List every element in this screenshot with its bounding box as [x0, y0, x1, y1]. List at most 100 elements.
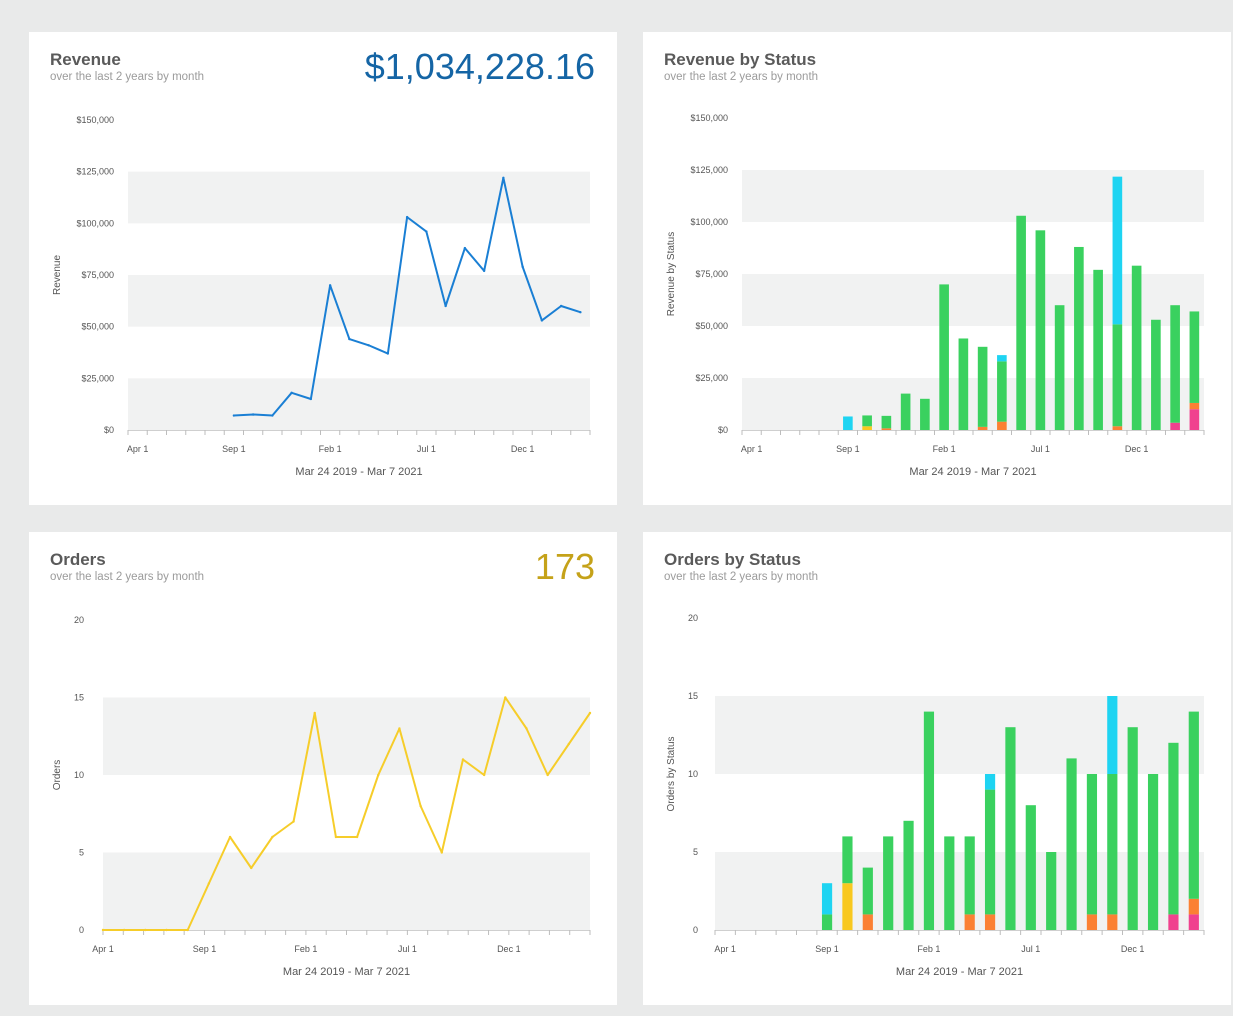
data-point — [271, 414, 274, 417]
data-point — [425, 230, 428, 233]
x-tick-label: Sep 1 — [222, 444, 246, 454]
x-tick-label: Apr 1 — [127, 444, 149, 454]
bar-segment-processing — [1112, 176, 1123, 325]
bar-segment-refunded — [984, 914, 996, 930]
data-point — [348, 337, 351, 341]
y-tick-label: $100,000 — [76, 218, 114, 228]
bar-segment-completed — [923, 711, 935, 930]
bar-segment-completed — [1025, 805, 1036, 930]
data-point — [525, 727, 528, 730]
y-axis-title: Revenue — [52, 255, 63, 295]
bar-segment-completed — [881, 415, 892, 429]
y-tick-label: 5 — [693, 847, 698, 857]
data-point — [250, 866, 253, 870]
bar-segment-completed — [1151, 319, 1161, 430]
y-axis-title: Orders — [52, 760, 63, 791]
data-point — [232, 414, 236, 417]
data-point — [540, 319, 544, 322]
y-tick-label: $150,000 — [690, 113, 728, 123]
grid-band — [742, 274, 1204, 326]
data-point — [482, 773, 486, 777]
y-tick-label: $50,000 — [81, 322, 114, 332]
data-point — [521, 265, 524, 268]
bar-segment-completed — [900, 393, 911, 430]
card-title: Orders — [50, 550, 106, 569]
grid-band — [742, 170, 1204, 222]
data-point — [588, 711, 592, 715]
y-tick-label: 20 — [74, 615, 84, 625]
grid-band — [103, 852, 590, 930]
y-tick-label: $125,000 — [690, 165, 728, 175]
data-point — [440, 851, 443, 854]
y-tick-label: 0 — [693, 925, 698, 935]
data-point — [355, 835, 359, 839]
x-tick-label: Jul 1 — [1031, 444, 1050, 454]
bar-segment-completed — [1086, 774, 1098, 915]
bar-segment-completed — [821, 914, 833, 930]
y-tick-label: $125,000 — [76, 167, 114, 177]
y-tick-label: 15 — [74, 693, 84, 703]
card-subtitle: over the last 2 years by month — [664, 571, 819, 583]
data-point — [251, 413, 255, 416]
data-point — [144, 928, 147, 932]
grid-band — [128, 171, 590, 224]
grid-band — [128, 275, 590, 327]
x-tick-label: Dec 1 — [1121, 944, 1145, 954]
x-tick-label: Sep 1 — [193, 944, 217, 954]
bar-segment-completed — [984, 789, 996, 915]
x-tick-label: Feb 1 — [294, 944, 317, 954]
orders-card: Orders over the last 2 years by month 17… — [29, 532, 617, 1005]
card-title: Revenue by Status — [664, 50, 817, 69]
y-tick-label: 15 — [688, 691, 698, 701]
x-axis-title: Mar 24 2019 - Mar 7 2021 — [909, 466, 1036, 478]
bar-segment-completed — [1127, 727, 1138, 930]
bar-segment-refunded — [862, 914, 873, 930]
revenue-by-status-bar-chart[interactable]: $0 $25,000 $50,000 $75,000 $100,000 $125,000 $… — [643, 32, 1231, 505]
bar-segment-cancelled — [1170, 422, 1180, 430]
x-axis-title: Mar 24 2019 - Mar 7 2021 — [295, 466, 422, 478]
bar-segment-refunded — [881, 428, 892, 430]
y-tick-label: 5 — [79, 848, 84, 858]
data-point — [313, 711, 316, 715]
card-subtitle: over the last 2 years by month — [664, 71, 819, 83]
data-point — [228, 835, 232, 839]
data-point — [377, 773, 380, 777]
data-point — [271, 835, 274, 839]
data-point — [444, 304, 447, 308]
x-tick-label: Jul 1 — [398, 944, 417, 954]
bar-segment-cancelled — [1188, 914, 1199, 930]
revenue-total: $1,034,228.16 — [364, 46, 595, 87]
bar-segment-completed — [939, 284, 949, 430]
bar-segment-processing — [984, 774, 996, 790]
bar-segment-cancelled — [1168, 914, 1179, 930]
bar-segment-completed — [1189, 311, 1200, 403]
revenue-by-status-card: Revenue by Status over the last 2 years … — [643, 32, 1231, 505]
revenue-line-chart[interactable]: $0 $25,000 $50,000 $75,000 $100,000 $125,000 $… — [29, 32, 617, 505]
data-point — [207, 882, 211, 885]
data-point — [386, 352, 390, 355]
bar-segment-completed — [1005, 727, 1016, 930]
series-line — [103, 696, 591, 931]
bar-segment-completed — [1131, 265, 1142, 430]
bar-segment-processing — [1107, 696, 1118, 774]
y-tick-label: 20 — [688, 613, 698, 623]
x-tick-label: Apr 1 — [92, 944, 114, 954]
orders-total: 173 — [534, 546, 595, 587]
data-point — [290, 391, 293, 394]
orders-by-status-card: Orders by Status over the last 2 years b… — [643, 532, 1231, 1005]
data-point — [122, 928, 126, 932]
bar-segment-refunded — [1188, 898, 1199, 915]
bar-segment-completed — [1054, 305, 1065, 430]
bar-segment-completed — [1147, 774, 1159, 930]
bar-segment-completed — [958, 338, 969, 430]
data-point — [504, 696, 507, 699]
grid-band — [742, 378, 1204, 430]
y-tick-label: $0 — [104, 425, 114, 435]
orders-by-status-bar-chart[interactable]: 0 5 10 15 20 Orders by Status Apr 1 Sep 1 Feb 1 J… — [643, 532, 1231, 1005]
orders-line-chart[interactable]: 0 5 10 15 20 Orders Apr 1 Sep 1 Feb 1 Jul 1 Dec 1 M… — [29, 532, 617, 1005]
bar-segment-completed — [997, 361, 1007, 422]
data-point — [292, 820, 295, 823]
x-tick-label: Sep 1 — [815, 944, 839, 954]
data-point — [419, 804, 422, 808]
bar-segment-completed — [903, 820, 914, 930]
